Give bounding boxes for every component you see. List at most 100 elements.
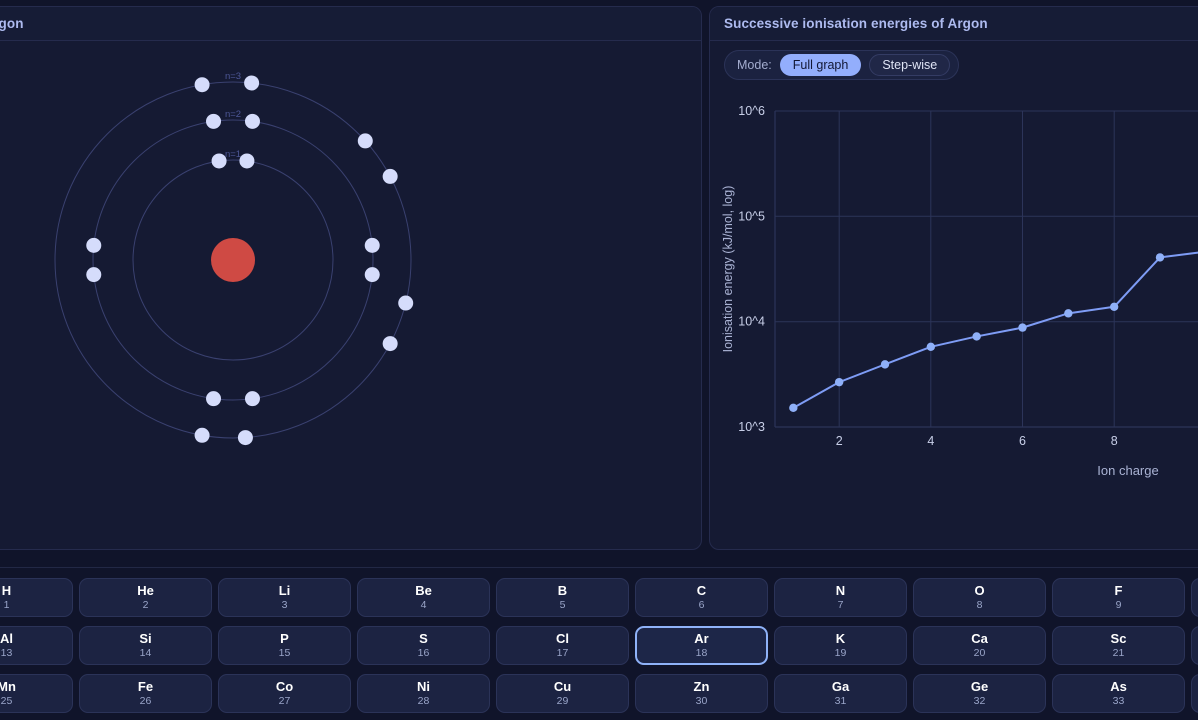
element-atomic-number: 16 — [417, 646, 430, 659]
element-tile-he[interactable]: He 2 — [79, 578, 212, 617]
element-atomic-number: 3 — [281, 598, 288, 611]
atom-svg: n=1 n=2 n=3 — [54, 71, 414, 446]
electron-shell3-2 — [244, 75, 260, 91]
element-tile-ti[interactable]: Ti22 — [1191, 626, 1198, 665]
electron-shell-orbit-2 — [92, 119, 374, 401]
element-tile-k[interactable]: K 19 — [774, 626, 907, 665]
electron-shell2-8 — [86, 237, 102, 253]
element-tile-zn[interactable]: Zn 30 — [635, 674, 768, 713]
element-atomic-number: 28 — [417, 694, 430, 707]
electron-shell1-1 — [211, 153, 227, 169]
element-atomic-number: 17 — [556, 646, 569, 659]
electron-shell3-5 — [398, 295, 414, 311]
element-atomic-number: 27 — [278, 694, 291, 707]
element-symbol: P — [280, 630, 289, 646]
data-point-4[interactable] — [926, 342, 936, 352]
element-tile-si[interactable]: Si 14 — [79, 626, 212, 665]
element-atomic-number: 8 — [976, 598, 983, 611]
y-tick-label: 10^4 — [738, 315, 765, 329]
data-point-7[interactable] — [1064, 309, 1073, 318]
element-tile-as[interactable]: As 33 — [1052, 674, 1185, 713]
element-atomic-number: 15 — [278, 646, 291, 659]
element-symbol: Ge — [970, 678, 989, 694]
element-atomic-number: 14 — [139, 646, 152, 659]
element-tile-sc[interactable]: Sc 21 — [1052, 626, 1185, 665]
element-symbol: B — [557, 582, 568, 598]
data-point-2[interactable] — [834, 377, 844, 387]
ionisation-line-chart: 10^310^410^510^6246810Ionisation energy … — [721, 104, 1198, 478]
x-tick-label: 2 — [836, 434, 843, 448]
element-atomic-number: 7 — [837, 598, 844, 611]
element-tile-ne[interactable]: Ne10 — [1191, 578, 1198, 617]
mode-button-step-wise[interactable]: Step-wise — [869, 53, 951, 77]
element-tile-cl[interactable]: Cl 17 — [496, 626, 629, 665]
element-tile-p[interactable]: P 15 — [218, 626, 351, 665]
element-tile-cu[interactable]: Cu 29 — [496, 674, 629, 713]
element-tile-li[interactable]: Li 3 — [218, 578, 351, 617]
electron-shell2-4 — [364, 267, 380, 283]
element-tile-ca[interactable]: Ca 20 — [913, 626, 1046, 665]
data-point-9[interactable] — [1155, 253, 1165, 262]
element-symbol: F — [1114, 582, 1123, 598]
element-tile-ni[interactable]: Ni 28 — [357, 674, 490, 713]
element-atomic-number: 5 — [559, 598, 566, 611]
element-tile-be[interactable]: Be 4 — [357, 578, 490, 617]
y-axis-title: Ionisation energy (kJ/mol, log) — [721, 186, 735, 353]
data-point-3[interactable] — [880, 360, 890, 369]
element-atomic-number: 4 — [420, 598, 427, 611]
mode-button-full-graph[interactable]: Full graph — [779, 53, 862, 77]
electron-shell-orbit-3 — [54, 81, 412, 439]
element-tile-s[interactable]: S 16 — [357, 626, 490, 665]
element-symbol: Al — [0, 630, 13, 646]
mode-toggle-group: Mode: Full graph Step-wise — [724, 50, 960, 80]
element-symbol: Co — [275, 678, 294, 694]
element-tile-ge[interactable]: Ge 32 — [913, 674, 1046, 713]
element-symbol: S — [419, 630, 428, 646]
element-symbol: H — [1, 582, 12, 598]
element-atomic-number: 6 — [698, 598, 705, 611]
data-point-8[interactable] — [1109, 302, 1119, 311]
atom-panel-title: Electron configuration of Argon — [0, 16, 24, 31]
element-tile-al[interactable]: Al 13 — [0, 626, 73, 665]
x-tick-label: 4 — [927, 434, 934, 448]
chart-toolbar: Mode: Full graph Step-wise Note: data po… — [710, 41, 1198, 89]
element-atomic-number: 30 — [695, 694, 708, 707]
element-symbol: As — [1110, 678, 1127, 694]
element-tile-ga[interactable]: Ga 31 — [774, 674, 907, 713]
element-symbol: O — [974, 582, 985, 598]
electron-shell3-6 — [382, 336, 398, 352]
electron-shell2-6 — [206, 391, 222, 407]
element-symbol: K — [835, 630, 846, 646]
atom-panel: Electron configuration of Argon n=1n=2n=… — [0, 6, 702, 550]
x-tick-label: 6 — [1019, 434, 1026, 448]
element-symbol: Ga — [831, 678, 850, 694]
element-atomic-number: 31 — [834, 694, 847, 707]
electron-shell1-2 — [239, 153, 255, 169]
electron-shell3-3 — [357, 133, 373, 149]
ionisation-chart-panel: Successive ionisation energies of Argon … — [709, 6, 1198, 550]
element-atomic-number: 21 — [1112, 646, 1125, 659]
electron-shell3-4 — [382, 168, 398, 184]
element-tile-mn[interactable]: Mn 25 — [0, 674, 73, 713]
electron-shell3-1 — [194, 77, 210, 93]
periodic-table-grid[interactable]: H1He2Li3Be4B5C6N7O8F9Ne10Al13Si14P15S16C… — [0, 578, 1198, 713]
element-atomic-number: 29 — [556, 694, 569, 707]
electron-shell3-8 — [194, 427, 210, 443]
element-tile-se[interactable]: Se34 — [1191, 674, 1198, 713]
data-point-6[interactable] — [1018, 323, 1027, 332]
element-tile-co[interactable]: Co 27 — [218, 674, 351, 713]
electron-shell2-1 — [206, 113, 222, 129]
data-point-5[interactable] — [972, 332, 981, 341]
data-point-1[interactable] — [789, 403, 798, 413]
element-symbol: Li — [278, 582, 291, 598]
element-tile-fe[interactable]: Fe 26 — [79, 674, 212, 713]
atom-nucleus — [211, 238, 255, 282]
element-tile-ar[interactable]: Ar 18 — [635, 626, 768, 665]
element-atomic-number: 1 — [3, 598, 10, 611]
